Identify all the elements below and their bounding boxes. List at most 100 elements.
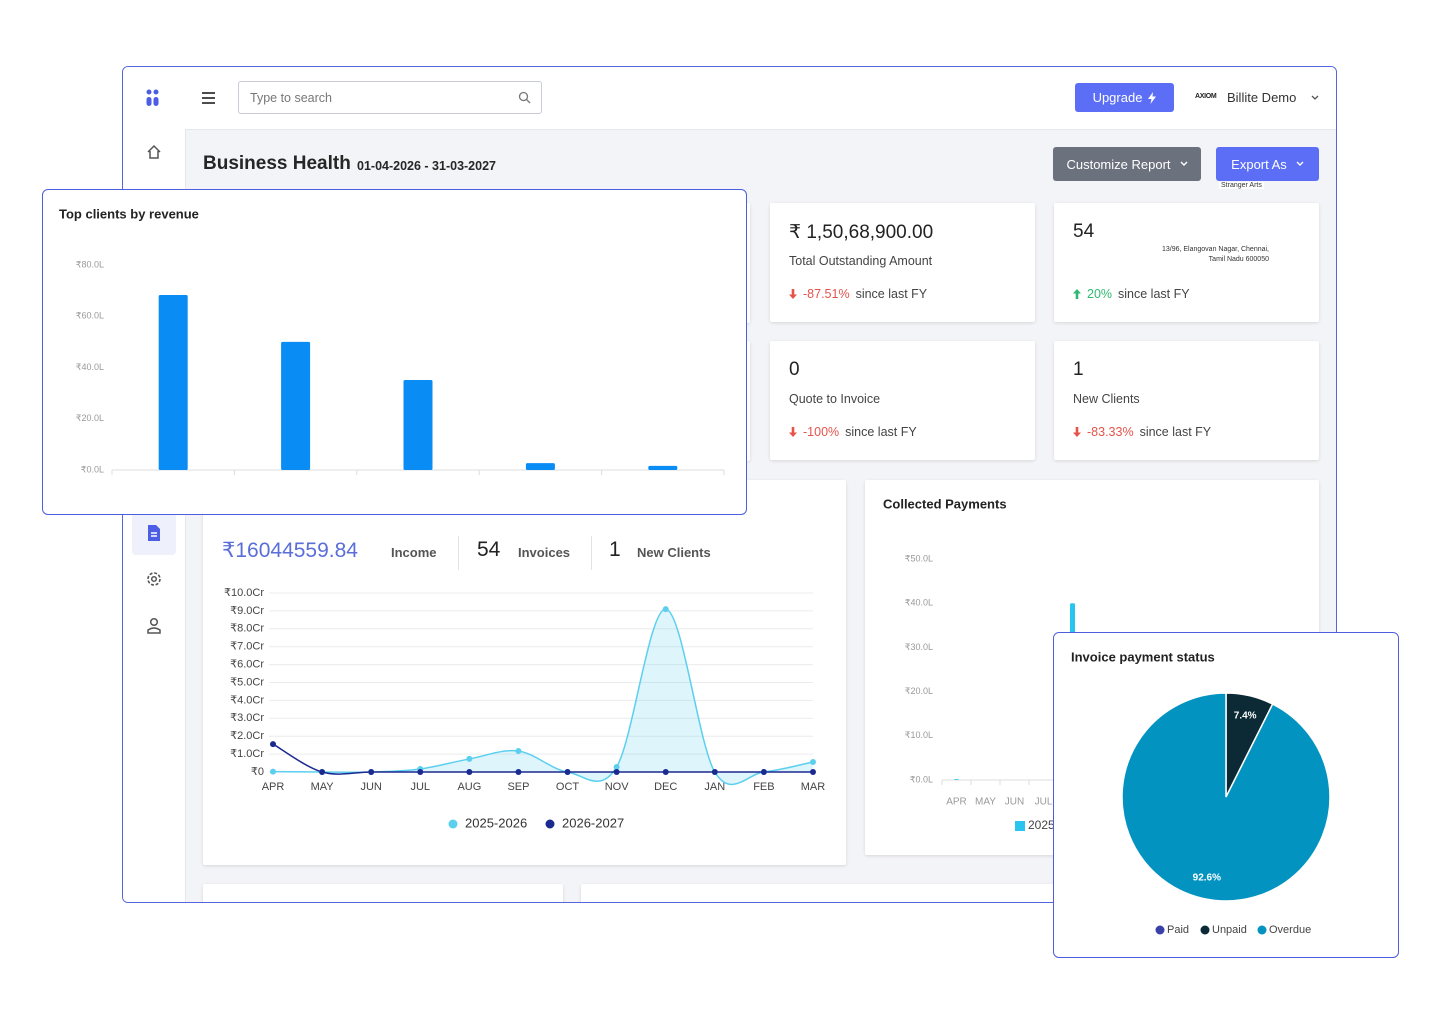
x-tick-label: APR bbox=[262, 781, 285, 793]
kpi-card: 1 New Clients -83.33% since last FY bbox=[1054, 341, 1319, 460]
y-tick-label: ₹0 bbox=[251, 766, 264, 778]
y-tick-label: ₹0.0L bbox=[910, 774, 933, 784]
kpi-card: ₹ 1,50,68,900.00 Total Outstanding Amount… bbox=[770, 203, 1035, 322]
chevron bbox=[1296, 161, 1304, 166]
customize-button[interactable]: Customize Report bbox=[1053, 147, 1201, 181]
y-tick-label: ₹6.0Cr bbox=[230, 659, 264, 671]
y-tick-label: ₹1.0Cr bbox=[230, 748, 264, 760]
kpi-change: -83.33% bbox=[1087, 425, 1134, 439]
bolt-icon bbox=[1148, 91, 1157, 104]
user-name[interactable]: Billite Demo bbox=[1227, 90, 1297, 105]
kpi-change-row: -83.33% since last FY bbox=[1073, 425, 1211, 439]
export-button[interactable]: Export As bbox=[1216, 147, 1319, 181]
point bbox=[466, 755, 473, 762]
legend-dot bbox=[545, 819, 555, 829]
kpi-since: since last FY bbox=[845, 425, 917, 439]
customize-label: Customize Report bbox=[1066, 156, 1171, 172]
tooltip: Stranger Arts bbox=[1219, 182, 1264, 189]
chevron bbox=[1311, 95, 1319, 100]
divider bbox=[591, 536, 592, 570]
point bbox=[466, 769, 473, 775]
kpi-value: 54 bbox=[1073, 221, 1095, 242]
kpi-card: 0 Quote to Invoice -100% since last FY bbox=[770, 341, 1035, 460]
kpi-value: ₹ 1,50,68,900.00 bbox=[789, 222, 934, 243]
menu-icon[interactable] bbox=[202, 91, 216, 105]
invoice-icon[interactable] bbox=[145, 524, 163, 542]
income-chart: ₹0 ₹1.0Cr ₹2.0Cr ₹3.0Cr ₹4.0Cr ₹5.0Cr ₹6.0Cr ₹7… bbox=[224, 587, 826, 831]
kpi-change: -100% bbox=[803, 425, 840, 439]
kpi-since: since last FY bbox=[1118, 287, 1190, 301]
bar bbox=[281, 341, 311, 470]
kpi-change-row: -87.51% since last FY bbox=[789, 287, 927, 301]
y-tick-label: ₹30.0L bbox=[905, 642, 933, 652]
kpi-value: 0 bbox=[789, 359, 800, 380]
logo-icon bbox=[146, 89, 159, 106]
legend-label: Paid bbox=[1167, 924, 1189, 936]
legend-label: 2026-2027 bbox=[562, 815, 624, 830]
income-card: ₹16044559.84 Income 54 Invoices 1 New Cl… bbox=[203, 480, 846, 865]
line bbox=[272, 743, 813, 775]
upgrade-button[interactable]: Upgrade bbox=[1075, 83, 1174, 112]
point bbox=[515, 769, 522, 775]
x-tick-label: DEC bbox=[654, 781, 677, 793]
payment-status-card: Invoice payment status 7.4% 92.6% Paid Unpai… bbox=[1053, 632, 1399, 958]
point bbox=[662, 606, 669, 613]
kpi-change: 20% bbox=[1087, 287, 1113, 301]
x-tick-label: JUL bbox=[410, 781, 430, 793]
search-box[interactable]: Type to search bbox=[238, 81, 542, 114]
top-clients-chart: Top clients by revenue ₹0.0L ₹20.0L ₹40.0L ₹… bbox=[59, 206, 725, 475]
y-tick-label: ₹60.0L bbox=[76, 311, 104, 321]
legend-dot bbox=[1155, 925, 1165, 935]
kpi-label: New Clients bbox=[1073, 392, 1140, 406]
legend-dot bbox=[1257, 925, 1267, 935]
legend-label: 2025-2026 bbox=[465, 815, 527, 830]
page-title: Business Health bbox=[203, 153, 351, 174]
y-tick-label: ₹4.0Cr bbox=[230, 694, 264, 706]
point bbox=[613, 769, 620, 775]
x-tick-label: MAR bbox=[801, 781, 826, 793]
x-tick-label: SEP bbox=[507, 781, 529, 793]
top-bar: Type to search Upgrade AXIOM Billite Dem… bbox=[185, 67, 1336, 130]
y-tick-label: ₹5.0Cr bbox=[230, 676, 264, 688]
line bbox=[272, 608, 814, 786]
payment-status-chart: Invoice payment status 7.4% 92.6% Paid Unpai… bbox=[1071, 649, 1331, 936]
x-tick-label: AUG bbox=[457, 781, 481, 793]
x-tick-label: OCT bbox=[556, 781, 580, 793]
x-tick-label: APR bbox=[946, 797, 967, 808]
income-label: Income bbox=[391, 545, 437, 560]
point bbox=[760, 769, 767, 775]
trend-arrow bbox=[1073, 427, 1081, 437]
x-tick-label: JUL bbox=[1035, 797, 1053, 808]
bottom-card bbox=[581, 884, 1181, 902]
x-tick-label: MAY bbox=[975, 797, 996, 808]
user-icon[interactable] bbox=[145, 617, 163, 635]
point bbox=[368, 769, 375, 775]
search-placeholder: Type to search bbox=[250, 91, 332, 105]
legend-dot bbox=[448, 819, 458, 829]
y-tick-label: ₹20.0L bbox=[76, 413, 104, 423]
legend-swatch bbox=[1015, 821, 1025, 831]
brand-logo: AXIOM bbox=[1195, 93, 1217, 100]
bottom-card bbox=[203, 884, 563, 902]
x-tick-label: JUN bbox=[1005, 797, 1024, 808]
home-icon[interactable] bbox=[146, 144, 162, 160]
legend-dot bbox=[1200, 925, 1210, 935]
bar bbox=[954, 779, 959, 780]
y-tick-label: ₹3.0Cr bbox=[230, 712, 264, 724]
export-label: Export As bbox=[1231, 156, 1287, 172]
point bbox=[319, 769, 326, 775]
kpi-change-row: -100% since last FY bbox=[789, 425, 917, 439]
kpi-since: since last FY bbox=[855, 287, 928, 301]
x-tick-label: MAY bbox=[311, 781, 335, 793]
y-tick-label: ₹9.0Cr bbox=[230, 605, 264, 617]
clients-label: New Clients bbox=[637, 545, 711, 560]
y-tick-label: ₹40.0L bbox=[76, 362, 104, 372]
bar bbox=[403, 380, 433, 470]
bar bbox=[158, 294, 188, 470]
chevron bbox=[1180, 161, 1188, 166]
bar bbox=[525, 463, 555, 470]
point bbox=[711, 769, 718, 775]
chart-title: Invoice payment status bbox=[1071, 649, 1215, 664]
settings-icon[interactable] bbox=[145, 570, 163, 588]
